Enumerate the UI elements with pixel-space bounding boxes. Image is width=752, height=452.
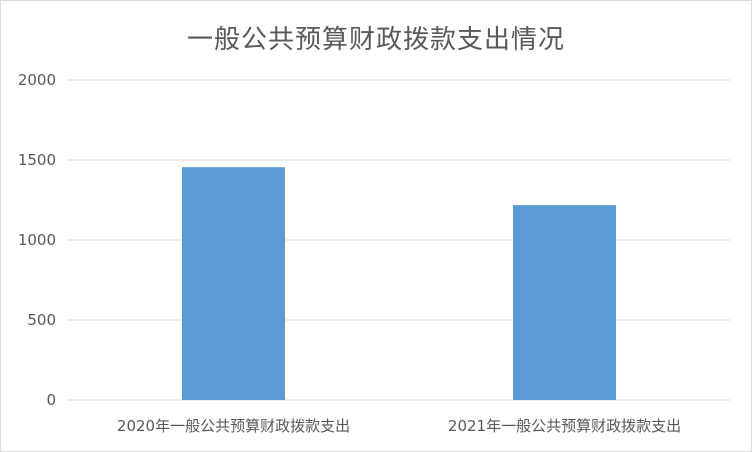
chart-title: 一般公共预算财政拨款支出情况 xyxy=(186,25,565,55)
bar xyxy=(182,167,285,400)
y-tick-label: 2000 xyxy=(18,71,56,89)
y-tick-label: 500 xyxy=(27,311,56,329)
y-tick-label: 0 xyxy=(46,391,56,409)
x-category-label: 2020年一般公共预算财政拨款支出 xyxy=(117,417,350,435)
bar xyxy=(513,205,616,400)
y-tick-label: 1500 xyxy=(18,151,56,169)
y-tick-label: 1000 xyxy=(18,231,56,249)
x-category-label: 2021年一般公共预算财政拨款支出 xyxy=(448,417,681,435)
